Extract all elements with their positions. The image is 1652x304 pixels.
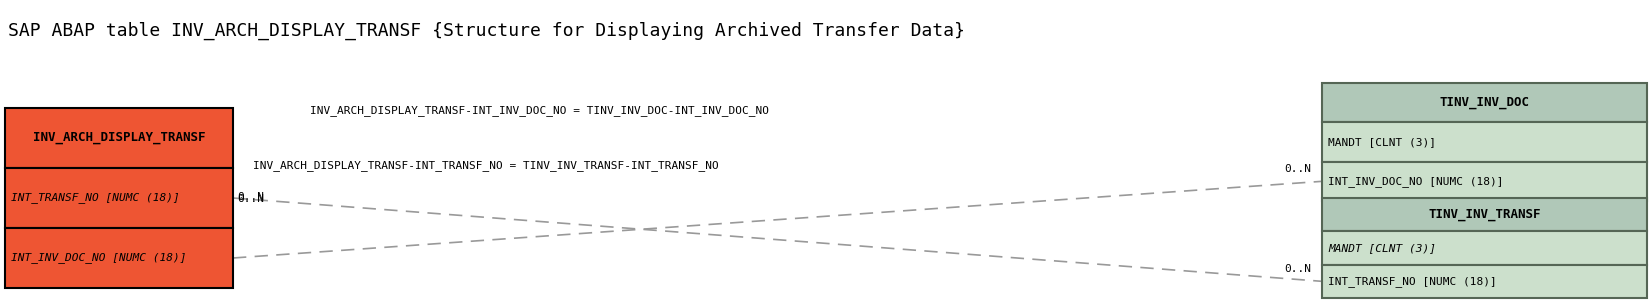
Text: INT_TRANSF_NO [NUMC (18)]: INT_TRANSF_NO [NUMC (18)] <box>1328 276 1497 287</box>
FancyBboxPatch shape <box>5 228 233 288</box>
Text: 0..N: 0..N <box>1284 264 1312 274</box>
Text: INT_INV_DOC_NO [NUMC (18)]: INT_INV_DOC_NO [NUMC (18)] <box>1328 176 1503 187</box>
FancyBboxPatch shape <box>5 168 233 228</box>
Text: 0..N: 0..N <box>236 192 264 202</box>
Text: INV_ARCH_DISPLAY_TRANSF-INT_TRANSF_NO = TINV_INV_TRANSF-INT_TRANSF_NO: INV_ARCH_DISPLAY_TRANSF-INT_TRANSF_NO = … <box>253 160 719 171</box>
Text: 0..N: 0..N <box>1284 164 1312 174</box>
Text: MANDT [CLNT (3)]: MANDT [CLNT (3)] <box>1328 137 1436 147</box>
FancyBboxPatch shape <box>1322 122 1647 162</box>
FancyBboxPatch shape <box>1322 83 1647 122</box>
FancyBboxPatch shape <box>5 108 233 168</box>
Text: MANDT [CLNT (3)]: MANDT [CLNT (3)] <box>1328 243 1436 253</box>
Text: INT_INV_DOC_NO [NUMC (18)]: INT_INV_DOC_NO [NUMC (18)] <box>12 253 187 264</box>
FancyBboxPatch shape <box>1322 198 1647 231</box>
FancyBboxPatch shape <box>1322 231 1647 265</box>
Text: TINV_INV_DOC: TINV_INV_DOC <box>1439 96 1530 109</box>
Text: TINV_INV_TRANSF: TINV_INV_TRANSF <box>1429 208 1541 221</box>
Text: INV_ARCH_DISPLAY_TRANSF-INT_INV_DOC_NO = TINV_INV_DOC-INT_INV_DOC_NO: INV_ARCH_DISPLAY_TRANSF-INT_INV_DOC_NO =… <box>311 105 768 116</box>
Text: SAP ABAP table INV_ARCH_DISPLAY_TRANSF {Structure for Displaying Archived Transf: SAP ABAP table INV_ARCH_DISPLAY_TRANSF {… <box>8 22 965 40</box>
FancyBboxPatch shape <box>1322 162 1647 201</box>
FancyBboxPatch shape <box>1322 265 1647 298</box>
Text: 0..N: 0..N <box>236 194 264 204</box>
Text: INV_ARCH_DISPLAY_TRANSF: INV_ARCH_DISPLAY_TRANSF <box>33 132 205 144</box>
Text: INT_TRANSF_NO [NUMC (18)]: INT_TRANSF_NO [NUMC (18)] <box>12 192 180 203</box>
